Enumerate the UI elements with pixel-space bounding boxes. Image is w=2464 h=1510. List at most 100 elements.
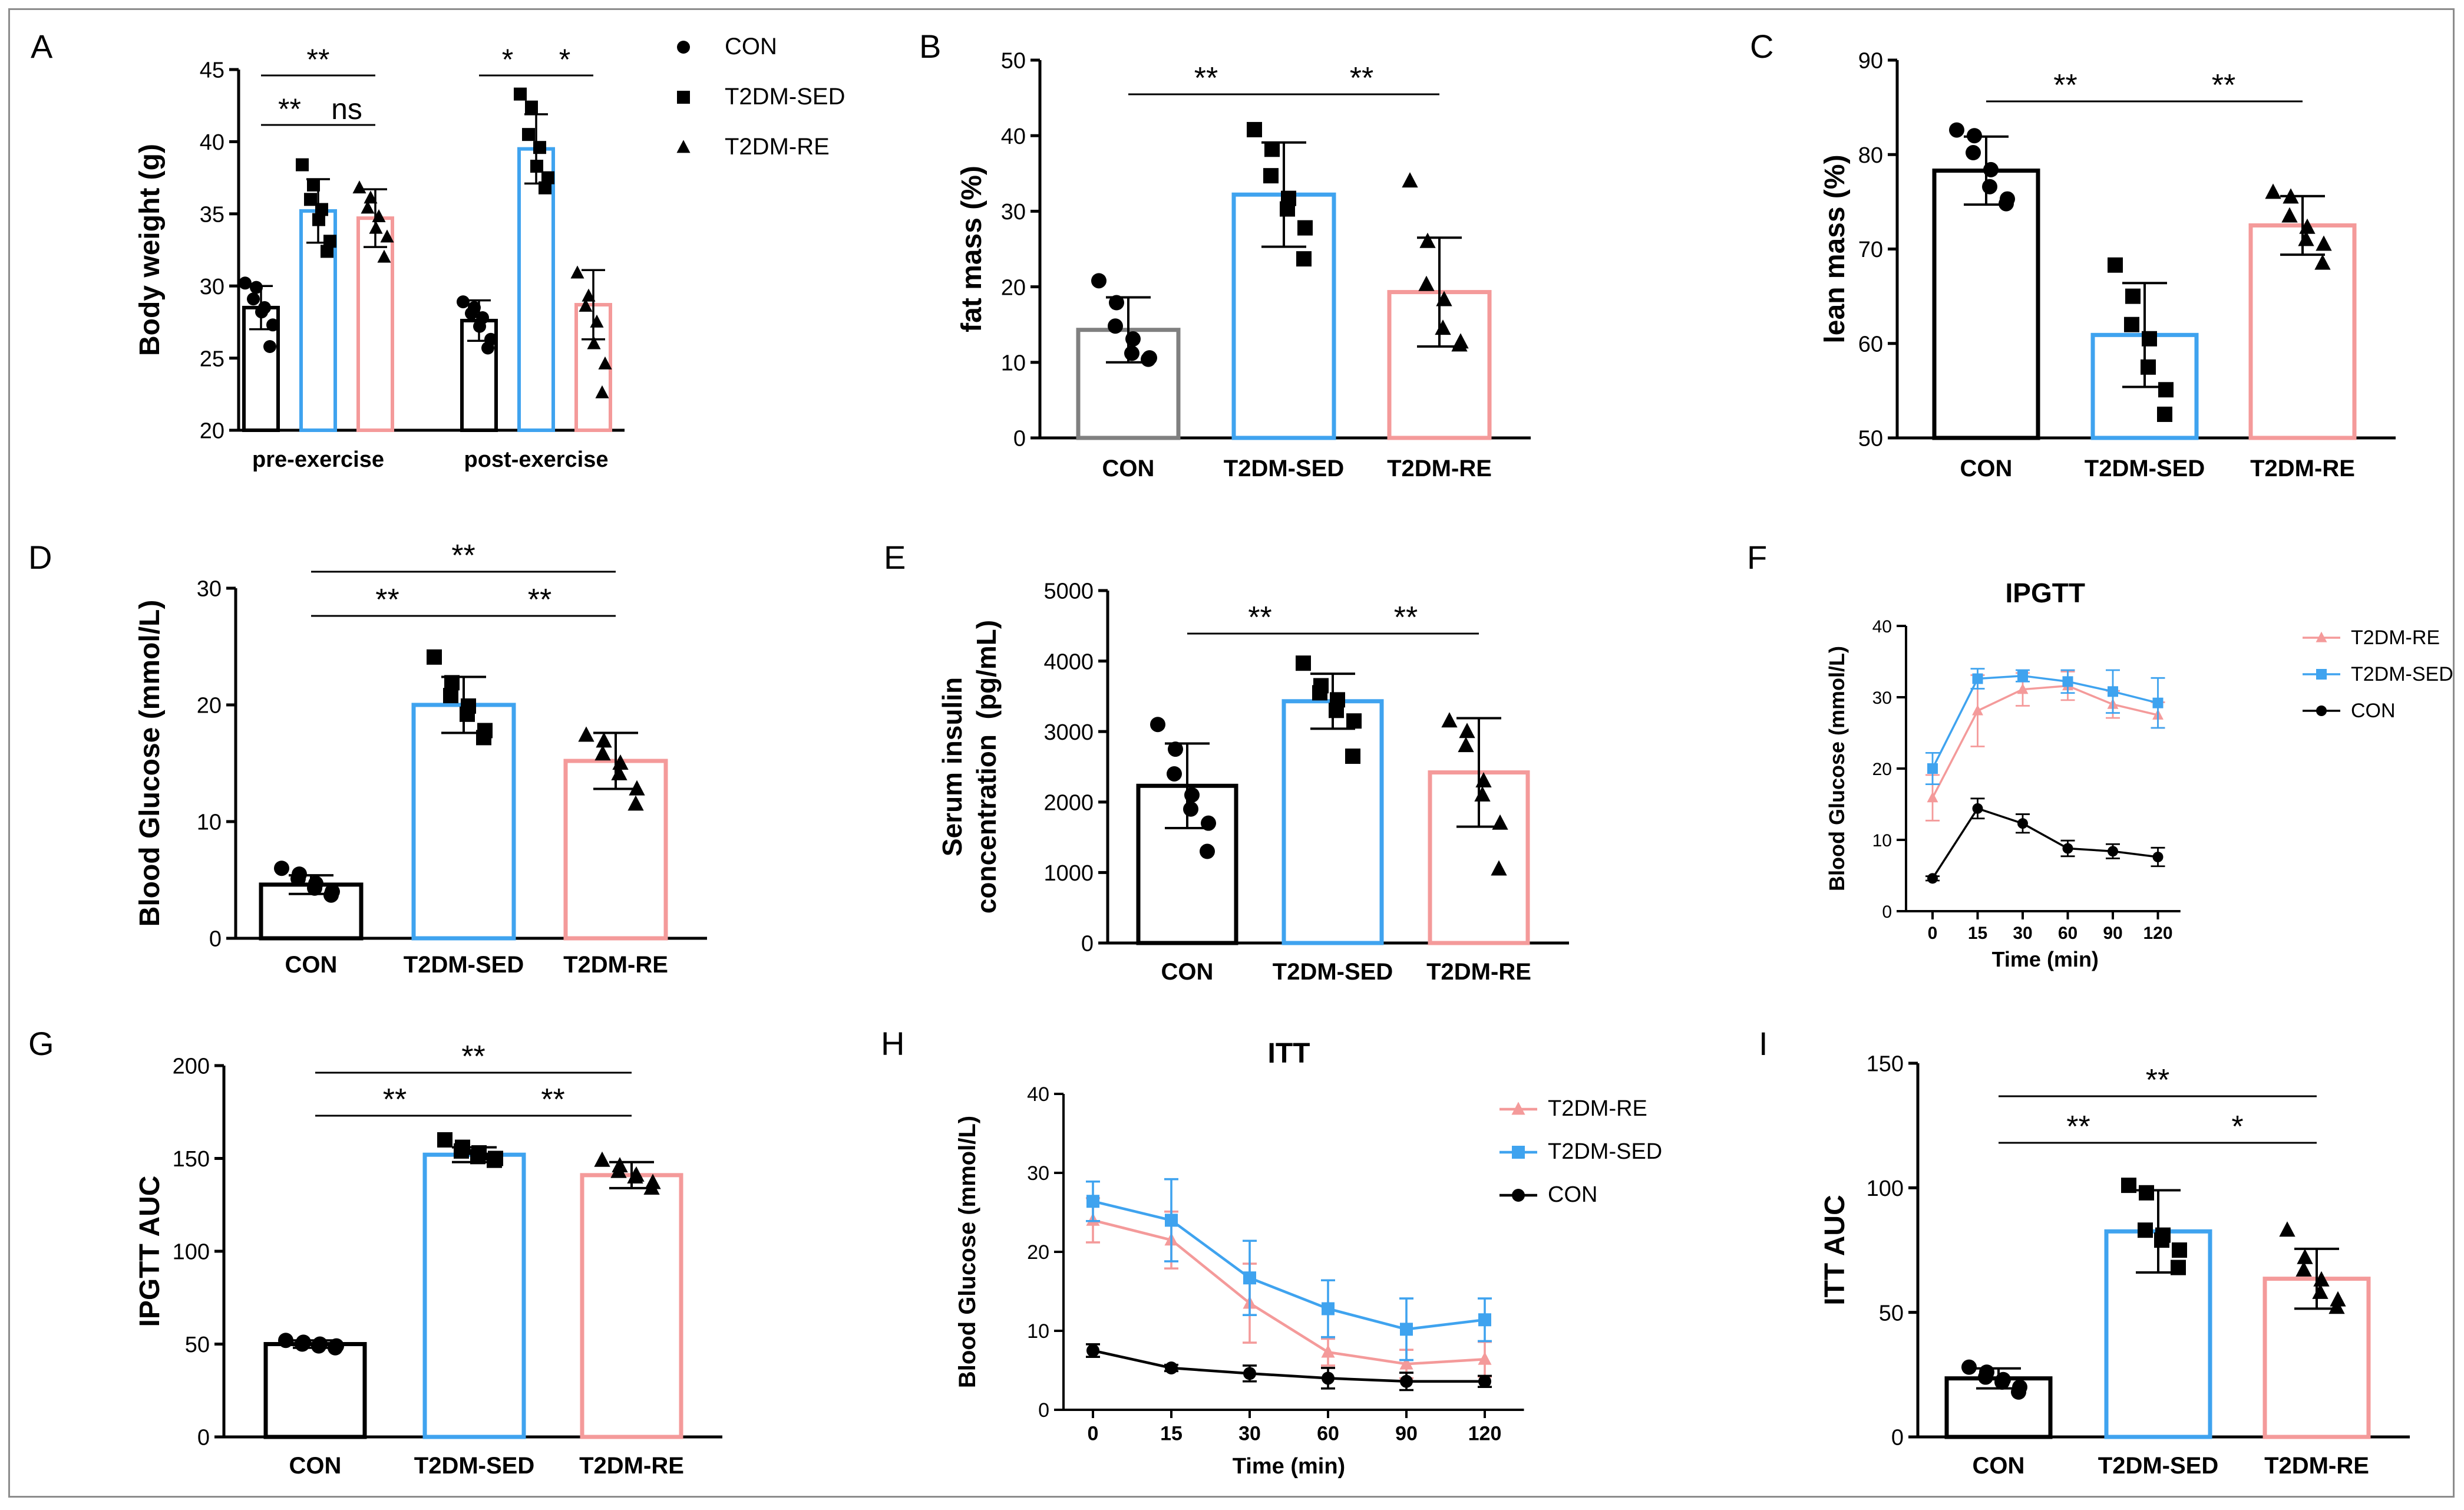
y-axis-label: Blood Glucose (mmol/L) — [134, 600, 166, 927]
data-point — [1961, 1359, 1977, 1375]
x-tick-label: 90 — [2103, 924, 2122, 943]
y-tick-label: 90 — [1858, 49, 1883, 74]
data-point — [454, 1143, 469, 1159]
data-point — [361, 200, 375, 214]
significance-label: ** — [375, 583, 399, 617]
y-tick-label: 30 — [1872, 688, 1892, 708]
data-point — [369, 220, 383, 234]
y-tick-label: 40 — [200, 130, 224, 155]
data-point — [611, 764, 627, 780]
y-tick-label: 0 — [1013, 427, 1026, 451]
data-point — [1966, 145, 1981, 161]
legend-label: T2DM-SED — [2351, 663, 2453, 685]
data-point — [323, 887, 339, 903]
data-point — [2158, 382, 2174, 398]
significance-label: ** — [2212, 68, 2235, 103]
figure-frame — [8, 8, 2455, 1498]
data-point — [1263, 168, 1279, 184]
data-point — [2154, 1232, 2169, 1248]
data-point — [1346, 713, 1362, 729]
data-point — [1967, 128, 1982, 144]
y-tick-label: 4000 — [1043, 650, 1094, 674]
data-point — [1399, 1356, 1413, 1370]
data-point — [522, 128, 535, 141]
data-point — [1296, 655, 1311, 671]
legend-label: T2DM-RE — [725, 134, 830, 160]
data-point — [1109, 295, 1124, 311]
data-point — [307, 178, 320, 192]
data-point — [1927, 763, 1938, 774]
data-point — [2121, 1178, 2136, 1194]
panel-label: B — [919, 28, 941, 65]
panel-label: F — [1747, 539, 1767, 576]
data-point — [2011, 1384, 2026, 1400]
series-line — [1931, 807, 2158, 879]
bar — [517, 147, 555, 432]
y-axis-label: Body weight (g) — [134, 144, 166, 356]
significance-label: ** — [541, 1083, 564, 1117]
significance-label: ** — [2053, 68, 2077, 103]
data-point — [1949, 122, 1964, 138]
bar — [580, 1173, 683, 1439]
y-tick-label: 10 — [197, 810, 222, 835]
x-tick-label: CON — [1960, 456, 2013, 482]
data-point — [2108, 846, 2118, 857]
x-tick-label: 30 — [2013, 924, 2032, 943]
data-point — [578, 726, 594, 742]
data-point — [1201, 815, 1216, 831]
y-tick-label: 50 — [1001, 49, 1026, 74]
data-point — [1086, 1195, 1099, 1208]
x-axis-label: Time (min) — [1992, 947, 2099, 971]
data-point — [304, 193, 317, 206]
data-point — [1927, 873, 1938, 884]
panel-b: B 0 10 20 30 40 50 fat mass (%) CON T2DM-SED T2DM-… — [919, 28, 1531, 482]
bar — [356, 216, 394, 432]
data-point — [2062, 676, 2073, 687]
legend-label: CON — [1548, 1182, 1597, 1207]
y-tick-label: 20 — [1027, 1241, 1049, 1264]
data-point — [1243, 1271, 1256, 1285]
data-point — [1492, 814, 1508, 830]
legend-label: CON — [725, 34, 777, 60]
data-point — [2017, 818, 2028, 829]
data-point — [1972, 803, 1983, 814]
data-point — [582, 288, 596, 302]
data-point — [457, 295, 470, 309]
data-point — [1451, 336, 1468, 352]
legend-label: T2DM-SED — [725, 84, 845, 110]
y-tick-label: 10 — [1872, 831, 1892, 850]
y-tick-label: 50 — [185, 1333, 210, 1357]
x-tick-label: 0 — [1928, 924, 1938, 943]
data-point — [1458, 737, 1474, 753]
y-tick-label: 30 — [1027, 1162, 1049, 1185]
data-point — [594, 745, 611, 761]
y-tick-label: 3000 — [1043, 720, 1094, 745]
data-point — [1478, 1351, 1492, 1365]
y-axis-label: fat mass (%) — [956, 166, 987, 332]
panel-label: G — [28, 1025, 54, 1062]
data-point — [1478, 1313, 1491, 1327]
y-tick-label: 200 — [173, 1054, 210, 1079]
data-point — [2295, 1261, 2312, 1277]
data-point — [1168, 741, 1183, 757]
data-point — [1983, 161, 1999, 177]
x-tick-label: T2DM-SED — [2098, 1453, 2218, 1479]
y-tick-label: 20 — [1872, 760, 1892, 779]
data-point — [1264, 141, 1280, 157]
data-point — [487, 1152, 502, 1168]
data-point — [2314, 254, 2331, 270]
data-point — [1200, 843, 1215, 859]
data-point — [539, 181, 551, 194]
y-axis-label: ITT AUC — [1819, 1195, 1851, 1305]
y-axis-label: concentration (pg/mL) — [971, 620, 1002, 914]
y-tick-label: 40 — [1027, 1083, 1049, 1106]
data-point — [323, 235, 336, 248]
significance-label: * — [2231, 1110, 2243, 1144]
panel-e: E 0 1000 2000 3000 4000 5000 Serum insulin conce… — [884, 539, 1569, 985]
x-tick-label: T2DM-SED — [1273, 959, 1393, 985]
series-line — [1092, 1349, 1485, 1383]
y-tick-label: 35 — [200, 202, 224, 227]
significance-label: ** — [1248, 601, 1271, 635]
data-point — [2172, 1242, 2187, 1258]
data-point — [1418, 275, 1435, 291]
